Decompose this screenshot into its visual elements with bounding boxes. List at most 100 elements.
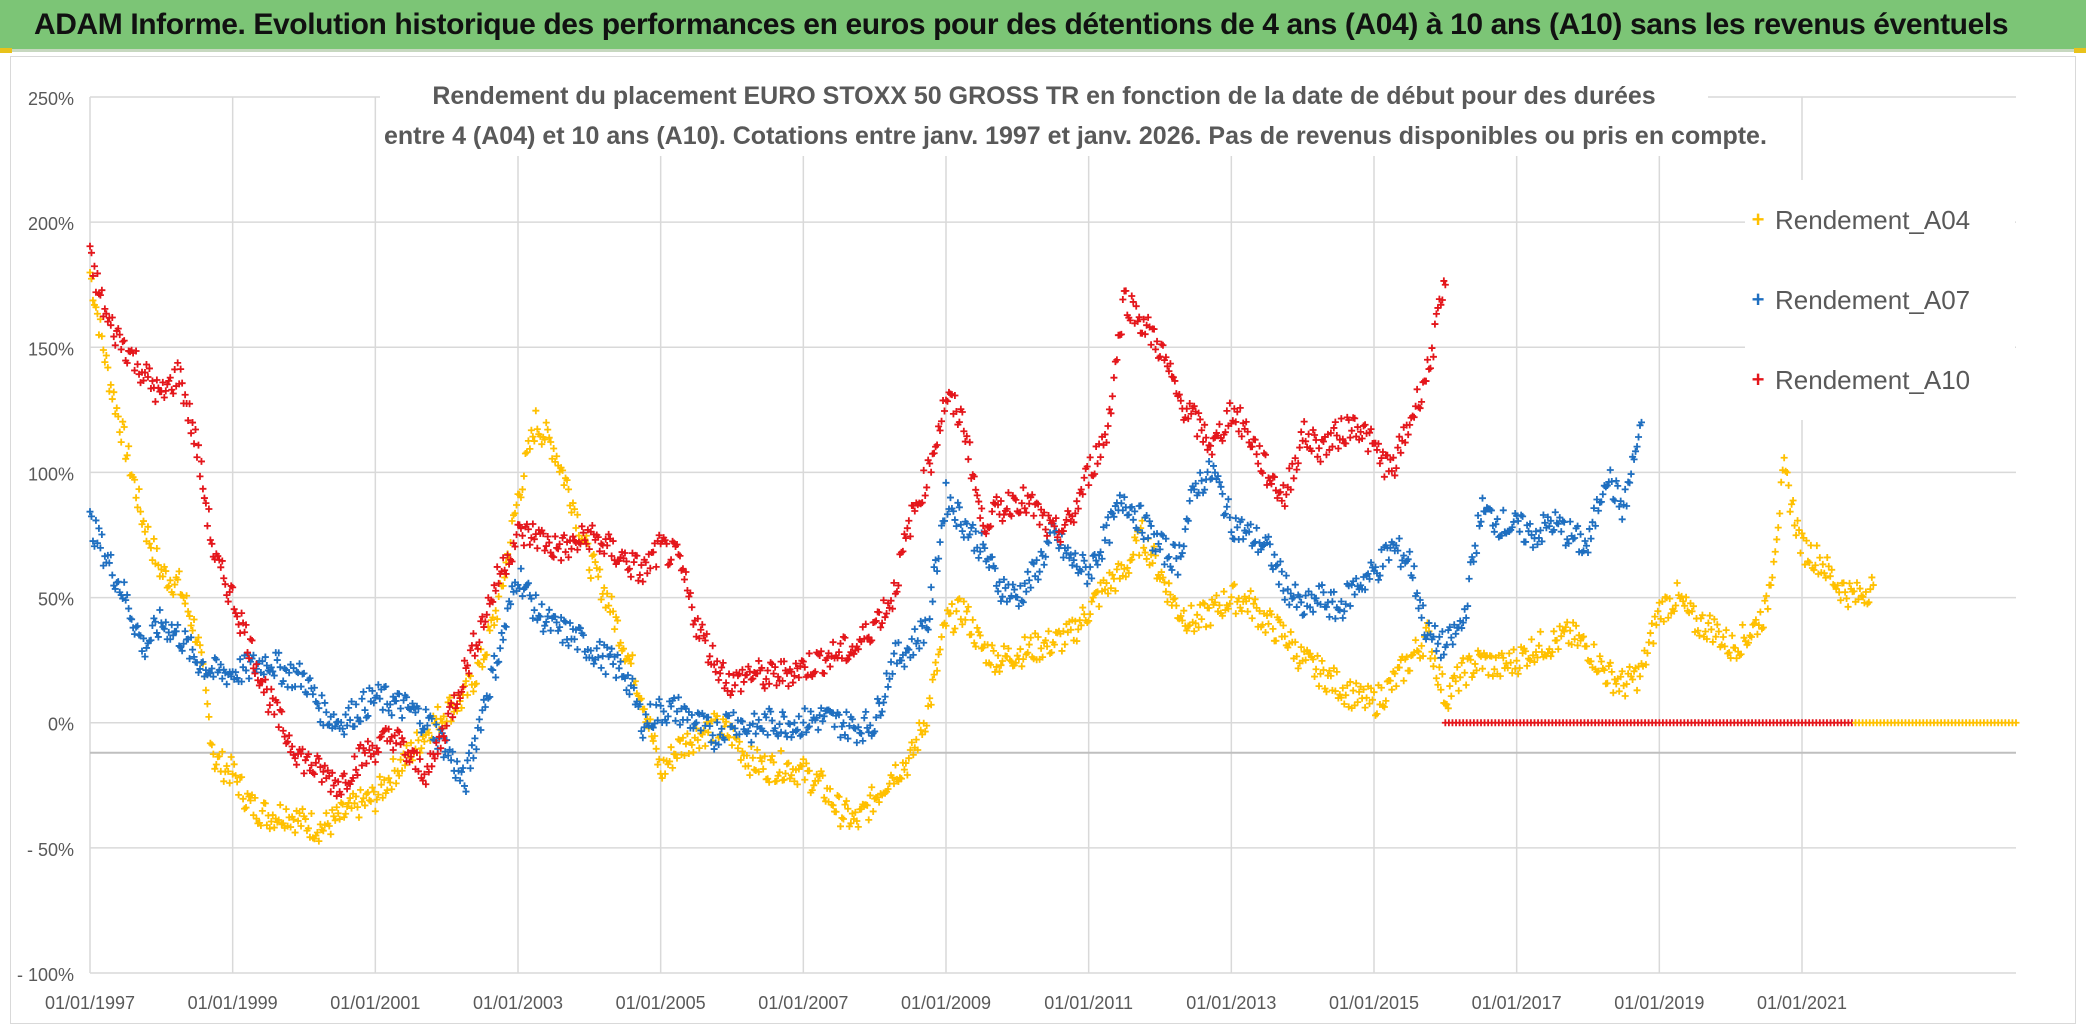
data-point-rendement-a04	[1027, 634, 1035, 642]
data-point-rendement-a10	[389, 746, 397, 754]
data-point-rendement-a07	[1376, 572, 1384, 580]
data-point-rendement-a04	[148, 556, 156, 564]
data-point-rendement-a10	[1291, 454, 1299, 462]
data-point-rendement-a07	[646, 700, 654, 708]
data-point-rendement-a10	[1016, 508, 1024, 516]
data-point-rendement-a04	[1450, 672, 1458, 680]
data-point-rendement-a04	[1788, 500, 1796, 508]
data-point-rendement-a07	[297, 683, 305, 691]
data-point-rendement-a04	[550, 445, 558, 453]
data-point-rendement-a07	[313, 700, 321, 708]
data-point-rendement-a07	[660, 707, 668, 715]
data-point-rendement-a10	[447, 699, 455, 707]
data-point-rendement-a04	[857, 805, 865, 813]
data-point-rendement-a04	[1462, 681, 1470, 689]
data-point-rendement-a04	[1111, 587, 1119, 595]
data-point-rendement-a07	[624, 671, 632, 679]
data-point-rendement-a10	[337, 790, 345, 798]
data-point-rendement-a10	[120, 337, 128, 345]
data-point-rendement-a07	[342, 711, 350, 719]
data-point-rendement-a10	[1073, 497, 1081, 505]
data-point-rendement-a07	[1632, 447, 1640, 455]
data-point-rendement-a10	[1153, 337, 1161, 345]
data-point-rendement-a10	[279, 727, 287, 735]
data-point-rendement-a04	[834, 792, 842, 800]
data-point-rendement-a04	[1422, 624, 1430, 632]
data-point-rendement-a10	[275, 723, 283, 731]
data-point-rendement-a07	[428, 715, 436, 723]
y-tick-label: 250%	[28, 89, 74, 109]
data-point-rendement-a04	[990, 647, 998, 655]
data-point-rendement-a07	[654, 716, 662, 724]
data-point-rendement-a07	[943, 510, 951, 518]
data-point-rendement-a04	[1678, 592, 1686, 600]
data-point-rendement-a04	[874, 793, 882, 801]
data-point-rendement-a07	[1328, 598, 1336, 606]
data-point-rendement-a04	[787, 771, 795, 779]
data-point-rendement-a04	[239, 795, 247, 803]
data-point-rendement-a07	[1007, 592, 1015, 600]
data-point-rendement-a04	[202, 686, 210, 694]
data-point-rendement-a07	[655, 695, 663, 703]
data-point-rendement-a04	[1251, 595, 1259, 603]
data-point-rendement-a04	[738, 747, 746, 755]
data-point-zero	[2012, 719, 2020, 727]
data-point-rendement-a10	[116, 331, 124, 339]
data-point-rendement-a10	[1428, 344, 1436, 352]
data-point-rendement-a10	[270, 710, 278, 718]
data-point-rendement-a10	[293, 761, 301, 769]
data-point-rendement-a07	[1413, 589, 1421, 597]
data-point-rendement-a04	[1709, 638, 1717, 646]
data-point-rendement-a07	[1361, 586, 1369, 594]
data-point-rendement-a07	[1477, 518, 1485, 526]
data-point-rendement-a10	[1422, 377, 1430, 385]
data-point-rendement-a07	[1024, 568, 1032, 576]
data-point-rendement-a04	[749, 754, 757, 762]
data-point-rendement-a04	[520, 472, 528, 480]
data-point-rendement-a04	[669, 764, 677, 772]
data-point-rendement-a07	[92, 516, 100, 524]
data-point-rendement-a07	[1392, 542, 1400, 550]
data-point-rendement-a07	[206, 669, 214, 677]
data-point-rendement-a04	[1224, 605, 1232, 613]
data-point-rendement-a10	[706, 652, 714, 660]
data-point-rendement-a10	[520, 541, 528, 549]
data-point-rendement-a07	[1432, 647, 1440, 655]
data-point-rendement-a07	[209, 673, 217, 681]
data-point-rendement-a10	[1019, 484, 1027, 492]
data-point-rendement-a04	[1281, 632, 1289, 640]
data-point-rendement-a10	[1169, 373, 1177, 381]
data-point-rendement-a10	[1367, 425, 1375, 433]
data-point-rendement-a04	[1571, 635, 1579, 643]
data-point-rendement-a10	[422, 780, 430, 788]
data-point-rendement-a10	[1117, 330, 1125, 338]
data-point-rendement-a04	[545, 434, 553, 442]
data-point-rendement-a10	[716, 669, 724, 677]
data-point-rendement-a04	[249, 811, 257, 819]
data-point-rendement-a07	[1174, 571, 1182, 579]
data-point-rendement-a07	[887, 658, 895, 666]
data-point-rendement-a10	[709, 642, 717, 650]
data-point-rendement-a07	[156, 606, 164, 614]
data-point-rendement-a07	[838, 723, 846, 731]
data-point-rendement-a10	[1413, 385, 1421, 393]
data-point-rendement-a07	[874, 695, 882, 703]
data-point-rendement-a04	[197, 648, 205, 656]
data-point-rendement-a04	[154, 561, 162, 569]
data-point-rendement-a04	[1306, 650, 1314, 658]
data-point-rendement-a07	[1508, 523, 1516, 531]
data-point-rendement-a04	[544, 426, 552, 434]
data-point-rendement-a07	[1291, 581, 1299, 589]
data-point-rendement-a04	[361, 801, 369, 809]
data-point-rendement-a04	[955, 595, 963, 603]
data-point-rendement-a10	[343, 785, 351, 793]
data-point-rendement-a04	[597, 595, 605, 603]
data-point-rendement-a10	[545, 539, 553, 547]
data-point-rendement-a04	[605, 602, 613, 610]
data-point-rendement-a04	[1747, 633, 1755, 641]
data-point-rendement-a10	[728, 687, 736, 695]
data-point-rendement-a10	[358, 761, 366, 769]
x-tick-label: 01/01/2005	[616, 993, 706, 1013]
data-point-rendement-a10	[548, 552, 556, 560]
data-point-rendement-a07	[263, 662, 271, 670]
